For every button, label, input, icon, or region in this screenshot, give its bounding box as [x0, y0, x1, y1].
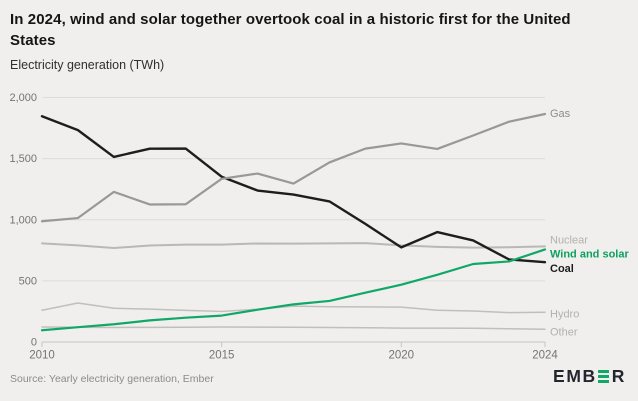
series-line-nuclear: [41, 242, 546, 249]
y-axis-label-1000: 1,000: [9, 214, 37, 226]
logo-e-bars-icon: [597, 369, 609, 384]
legend-label-nuclear: Nuclear: [550, 234, 588, 246]
chart-header: In 2024, wind and solar together overtoo…: [10, 9, 618, 72]
legend-label-coal: Coal: [550, 263, 574, 275]
series-line-gas: [40, 112, 547, 223]
legend-label-hydro: Hydro: [550, 308, 579, 320]
series-line-wind-and-solar: [40, 248, 547, 332]
legend-label-wind-and-solar: Wind and solar: [550, 248, 629, 260]
series-line-hydro: [41, 302, 546, 314]
x-axis-label-2010: 2010: [29, 350, 55, 362]
y-axis-label-0: 0: [31, 337, 37, 349]
y-axis-label-2000: 2,000: [9, 92, 37, 104]
chart-title: In 2024, wind and solar together overtoo…: [10, 11, 571, 49]
series-line-other: [41, 326, 546, 331]
logo-text-prefix: EMB: [553, 366, 597, 386]
source-note: Source: Yearly electricity generation, E…: [10, 373, 214, 385]
x-axis-label-2020: 2020: [388, 350, 414, 362]
x-axis-label-2024: 2024: [532, 350, 558, 362]
legend-label-gas: Gas: [550, 108, 571, 120]
ember-logo: EMB R: [553, 366, 626, 387]
y-axis-label-1500: 1,500: [9, 153, 37, 165]
legend-label-other: Other: [550, 326, 578, 338]
series-line-coal: [40, 115, 547, 264]
logo-text-suffix: R: [611, 366, 626, 386]
chart-subtitle: Electricity generation (TWh): [10, 58, 165, 72]
x-axis-label-2015: 2015: [209, 350, 235, 362]
y-axis-label-500: 500: [19, 275, 37, 287]
